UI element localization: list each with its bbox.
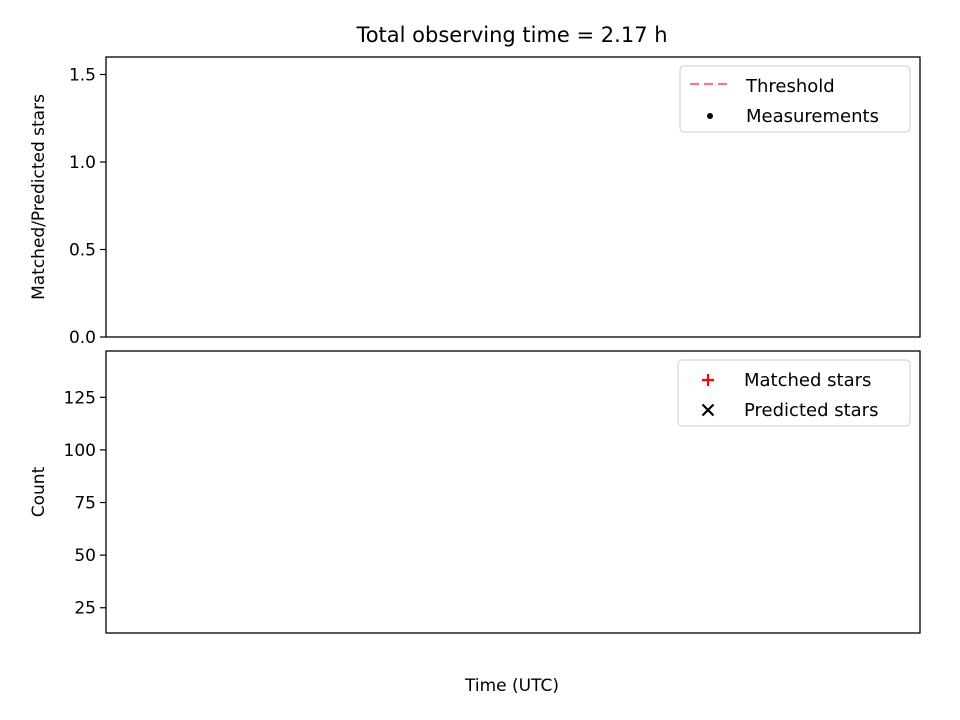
ratio-panel: 0.0 0.5 1.0 1.5 Matched/Predicted stars Thres… — [29, 56, 921, 348]
y-axis-label: Matched/Predicted stars — [29, 94, 49, 300]
y-axis-label: Count — [29, 466, 49, 517]
counts-panel: 25507510012521:0022:0023:0000:0001:0002:… — [29, 350, 921, 634]
legend-label-threshold: Threshold — [745, 76, 835, 97]
legend-box — [677, 359, 911, 427]
y-tick-label: 100 — [64, 441, 96, 461]
y-tick-label: 50 — [74, 546, 96, 566]
y-tick-label: 1.0 — [69, 153, 96, 173]
legend-swatch-predicted-stars — [701, 403, 715, 417]
legend-swatch-measurements — [707, 113, 713, 119]
x-axis-label: Time (UTC) — [464, 676, 559, 696]
y-tick-label: 75 — [74, 494, 96, 514]
chart-title: Total observing time = 2.17 h — [355, 23, 667, 47]
legend-label-matched-stars: Matched stars — [744, 370, 871, 391]
legend-label-predicted-stars: Predicted stars — [744, 400, 878, 421]
axes-frame — [105, 350, 921, 634]
legend: Threshold Measurements — [679, 65, 911, 133]
legend-swatch-matched-stars — [702, 374, 714, 386]
y-tick-label: 125 — [64, 388, 96, 408]
y-tick-label: 1.5 — [69, 66, 96, 86]
legend: Matched stars Predicted stars — [677, 359, 911, 427]
axes-frame — [105, 56, 921, 338]
legend-label-measurements: Measurements — [746, 106, 879, 127]
y-tick-label: 25 — [74, 599, 96, 619]
y-tick-label: 0.5 — [69, 241, 96, 261]
legend-box — [679, 65, 911, 133]
y-tick-label: 0.0 — [69, 328, 96, 348]
